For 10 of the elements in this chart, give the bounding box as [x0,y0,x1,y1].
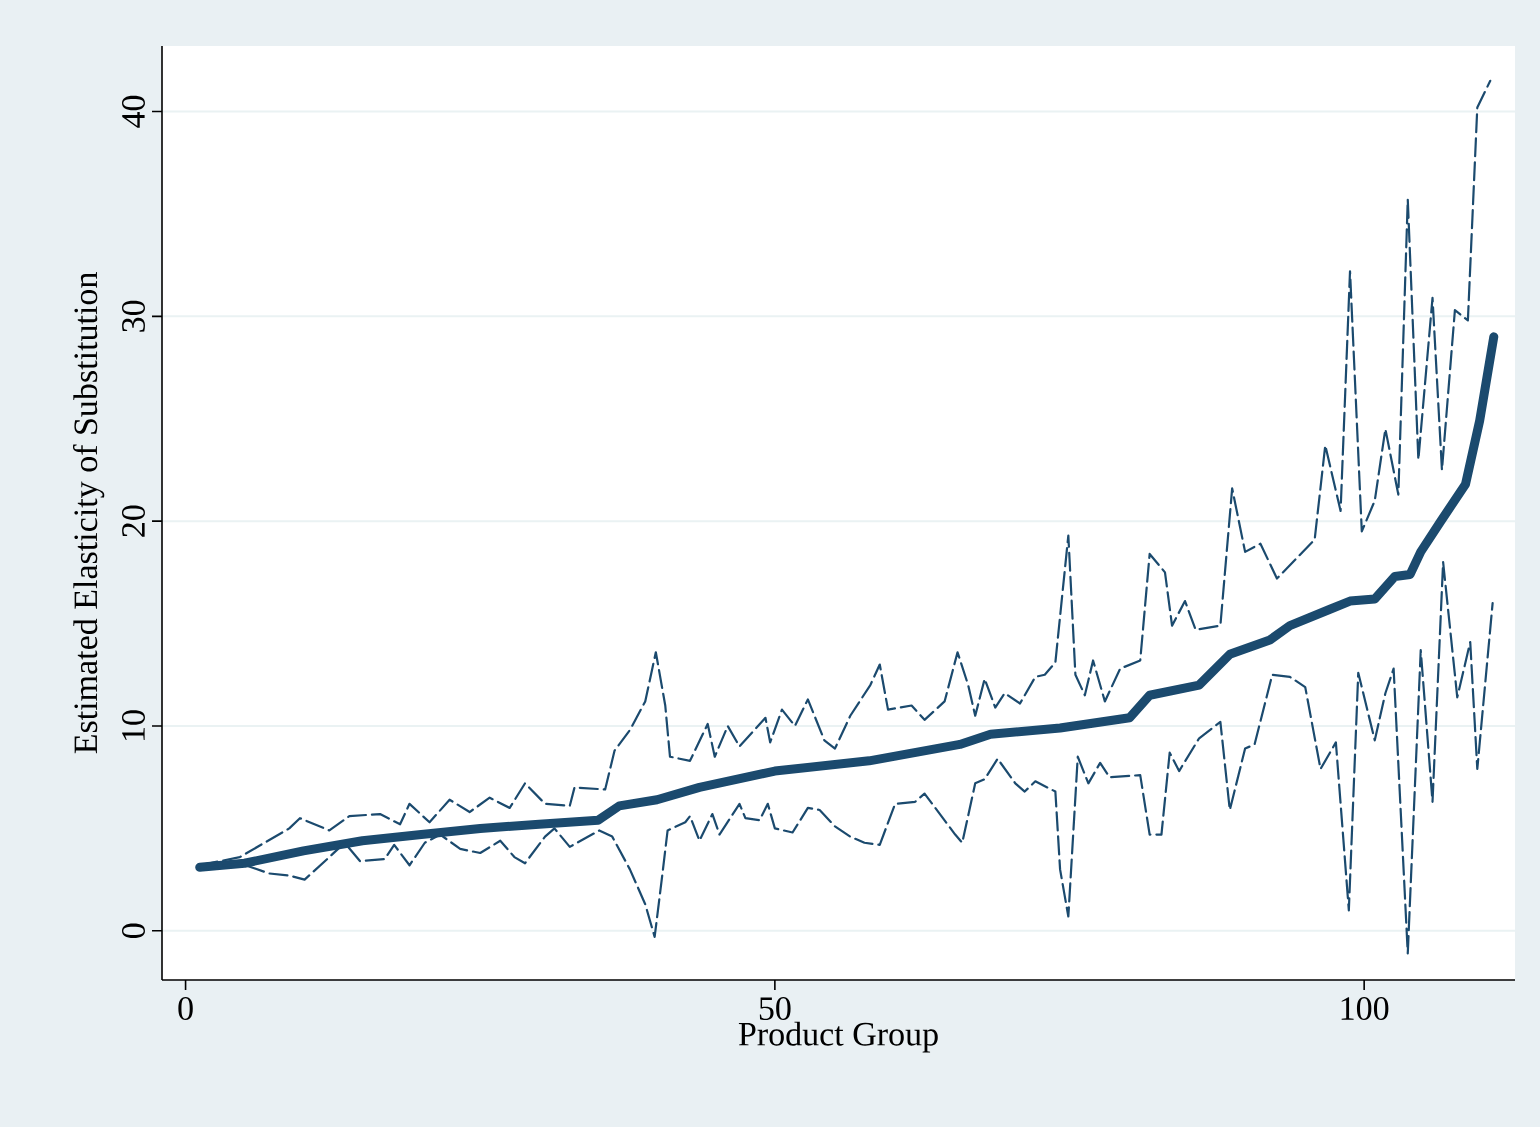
x-tick-label: 0 [178,997,193,1021]
x-tick-label: 50 [759,997,791,1021]
y-tick-label: 0 [122,923,145,939]
x-tick-label: 100 [1341,997,1389,1021]
y-tick-label: 20 [122,505,145,537]
y-axis-title: Estimated Elasticity of Substitution [72,272,105,754]
y-tick-label: 40 [122,95,145,128]
y-tick-label: 10 [122,710,145,741]
y-tick-label: 30 [122,300,145,332]
x-axis-title: Product Group [738,1021,938,1053]
